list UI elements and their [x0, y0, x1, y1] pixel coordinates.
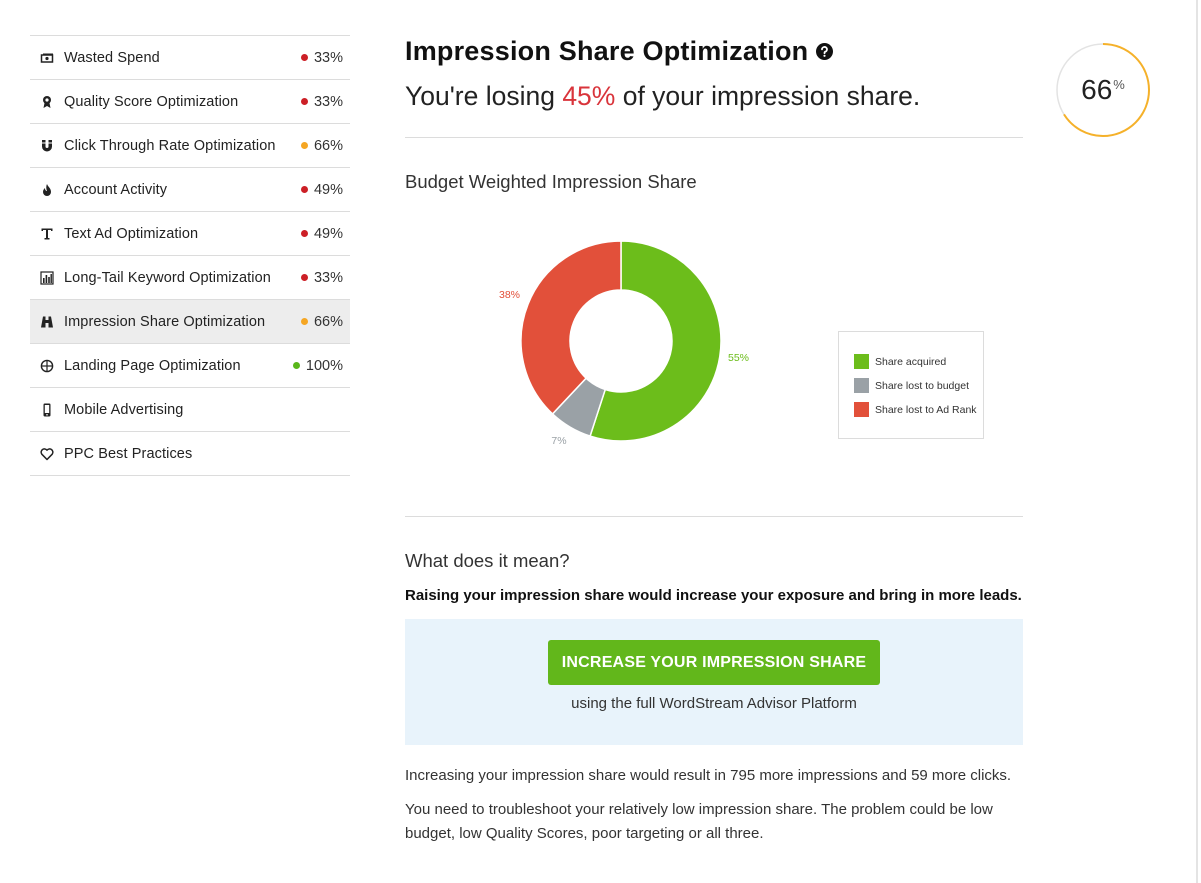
sidebar-item-account-activity[interactable]: Account Activity 49%	[30, 168, 350, 212]
sidebar-item-label: Click Through Rate Optimization	[64, 137, 276, 154]
lost-share-value: 45%	[562, 81, 616, 111]
magnet-icon	[40, 139, 54, 153]
sidebar-item-impression-share[interactable]: Impression Share Optimization 66%	[30, 300, 350, 344]
bar-chart-icon	[40, 270, 54, 285]
page-subtitle: You're losing 45% of your impression sha…	[405, 81, 920, 112]
sidebar-item-label: Long-Tail Keyword Optimization	[64, 269, 271, 286]
divider	[405, 137, 1023, 138]
status-dot	[300, 54, 308, 61]
subtitle-text-pre: You're losing	[405, 81, 563, 111]
cta-subtext: using the full WordStream Advisor Platfo…	[571, 695, 857, 712]
sidebar-item-landing-page[interactable]: Landing Page Optimization 100%	[30, 344, 350, 388]
score-value: 66%	[313, 313, 343, 330]
heart-icon	[40, 447, 54, 461]
sidebar-item-wasted-spend[interactable]: Wasted Spend 33%	[30, 36, 350, 80]
status-dot	[300, 230, 308, 237]
question-help-icon[interactable]	[816, 43, 834, 60]
divider	[405, 516, 1023, 517]
gauge-ring	[1056, 43, 1150, 137]
meaning-heading: What does it mean?	[405, 550, 570, 571]
score-badge: 66%	[300, 313, 343, 330]
cta-panel: INCREASE YOUR IMPRESSION SHARE using the…	[405, 619, 1023, 745]
legend-item: Share lost to Ad Rank	[854, 394, 983, 425]
gauge-value: 66	[1081, 74, 1113, 105]
gauge-unit: %	[1113, 76, 1125, 92]
legend-swatch-budget	[854, 378, 869, 393]
score-badge: 49%	[300, 181, 343, 198]
sidebar-item-label: Impression Share Optimization	[64, 313, 266, 330]
legend-item: Share lost to budget	[854, 370, 983, 401]
score-badge: 49%	[300, 225, 343, 242]
sidebar-item-label: Text Ad Optimization	[64, 225, 199, 242]
donut-chart: 55% 7% 38%	[499, 240, 749, 447]
sidebar-item-ctr[interactable]: Click Through Rate Optimization 66%	[30, 124, 350, 168]
crosshair-icon	[40, 359, 54, 373]
donut-slice-adrank	[520, 240, 622, 415]
flame-icon	[40, 183, 54, 197]
award-ribbon-icon	[40, 95, 54, 109]
meaning-summary: Raising your impression share would incr…	[405, 587, 1022, 604]
status-dot	[300, 98, 308, 105]
chart-title: Budget Weighted Impression Share	[405, 171, 697, 192]
score-badge: 33%	[300, 49, 343, 66]
legend-item: Share acquired	[854, 346, 983, 377]
gauge-progress-arc	[1056, 43, 1150, 137]
status-dot	[300, 186, 308, 193]
legend-label: Share lost to Ad Rank	[875, 403, 977, 416]
sidebar-item-quality-score[interactable]: Quality Score Optimization 33%	[30, 80, 350, 124]
text-icon	[40, 227, 54, 241]
score-badge: 33%	[300, 93, 343, 110]
status-dot	[300, 142, 308, 149]
chart-area: 55% 7% 38% Share acquired Share lost to bu…	[405, 215, 1023, 475]
legend-swatch-acquired	[854, 354, 869, 369]
sidebar-item-label: Landing Page Optimization	[64, 357, 241, 374]
increase-impression-share-button[interactable]: INCREASE YOUR IMPRESSION SHARE	[548, 640, 880, 685]
sidebar-item-long-tail[interactable]: Long-Tail Keyword Optimization 33%	[30, 256, 350, 300]
subtitle-text-post: of your impression share.	[615, 81, 921, 111]
page-title: Impression Share Optimization	[405, 36, 809, 66]
sidebar-item-label: Mobile Advertising	[64, 401, 184, 418]
sidebar-item-label: Account Activity	[64, 181, 168, 198]
sidebar-item-label: PPC Best Practices	[64, 445, 193, 462]
score-value: 100%	[305, 357, 343, 374]
score-badge: 66%	[300, 137, 343, 154]
impact-paragraph: Increasing your impression share would r…	[405, 767, 1012, 784]
troubleshoot-paragraph: You need to troubleshoot your relatively…	[405, 801, 993, 842]
slice-label: 38%	[499, 289, 520, 301]
sidebar-nav: Wasted Spend 33% Quality Score Optimizat…	[30, 35, 350, 476]
donut-slice-acquired	[589, 240, 722, 442]
score-badge: 100%	[292, 357, 343, 374]
status-dot	[300, 274, 308, 281]
legend-label: Share lost to budget	[875, 379, 969, 392]
status-dot	[300, 318, 308, 325]
sidebar-item-mobile-advertising[interactable]: Mobile Advertising	[30, 388, 350, 432]
binoculars-icon	[40, 315, 54, 329]
cash-icon	[40, 51, 54, 65]
sidebar-item-label: Wasted Spend	[64, 49, 160, 66]
sidebar-item-label: Quality Score Optimization	[64, 93, 239, 110]
score-value: 49%	[313, 225, 343, 242]
score-gauge: 66 %	[1055, 42, 1151, 138]
legend-swatch-adrank	[854, 402, 869, 417]
chart-legend: Share acquired Share lost to budget Shar…	[838, 331, 984, 439]
sidebar-item-ppc-best-practices[interactable]: PPC Best Practices	[30, 432, 350, 476]
sidebar-item-text-ad[interactable]: Text Ad Optimization 49%	[30, 212, 350, 256]
score-badge: 33%	[300, 269, 343, 286]
status-dot	[292, 362, 300, 369]
slice-label: 7%	[551, 435, 566, 447]
page-header: Impression Share Optimization	[405, 36, 834, 67]
score-value: 66%	[313, 137, 343, 154]
score-value: 33%	[313, 93, 343, 110]
slice-label: 55%	[728, 352, 749, 364]
score-value: 33%	[313, 49, 343, 66]
mobile-phone-icon	[40, 403, 54, 417]
score-value: 33%	[313, 269, 343, 286]
score-value: 49%	[313, 181, 343, 198]
scrollbar-edge	[1196, 0, 1198, 883]
legend-label: Share acquired	[875, 355, 947, 368]
